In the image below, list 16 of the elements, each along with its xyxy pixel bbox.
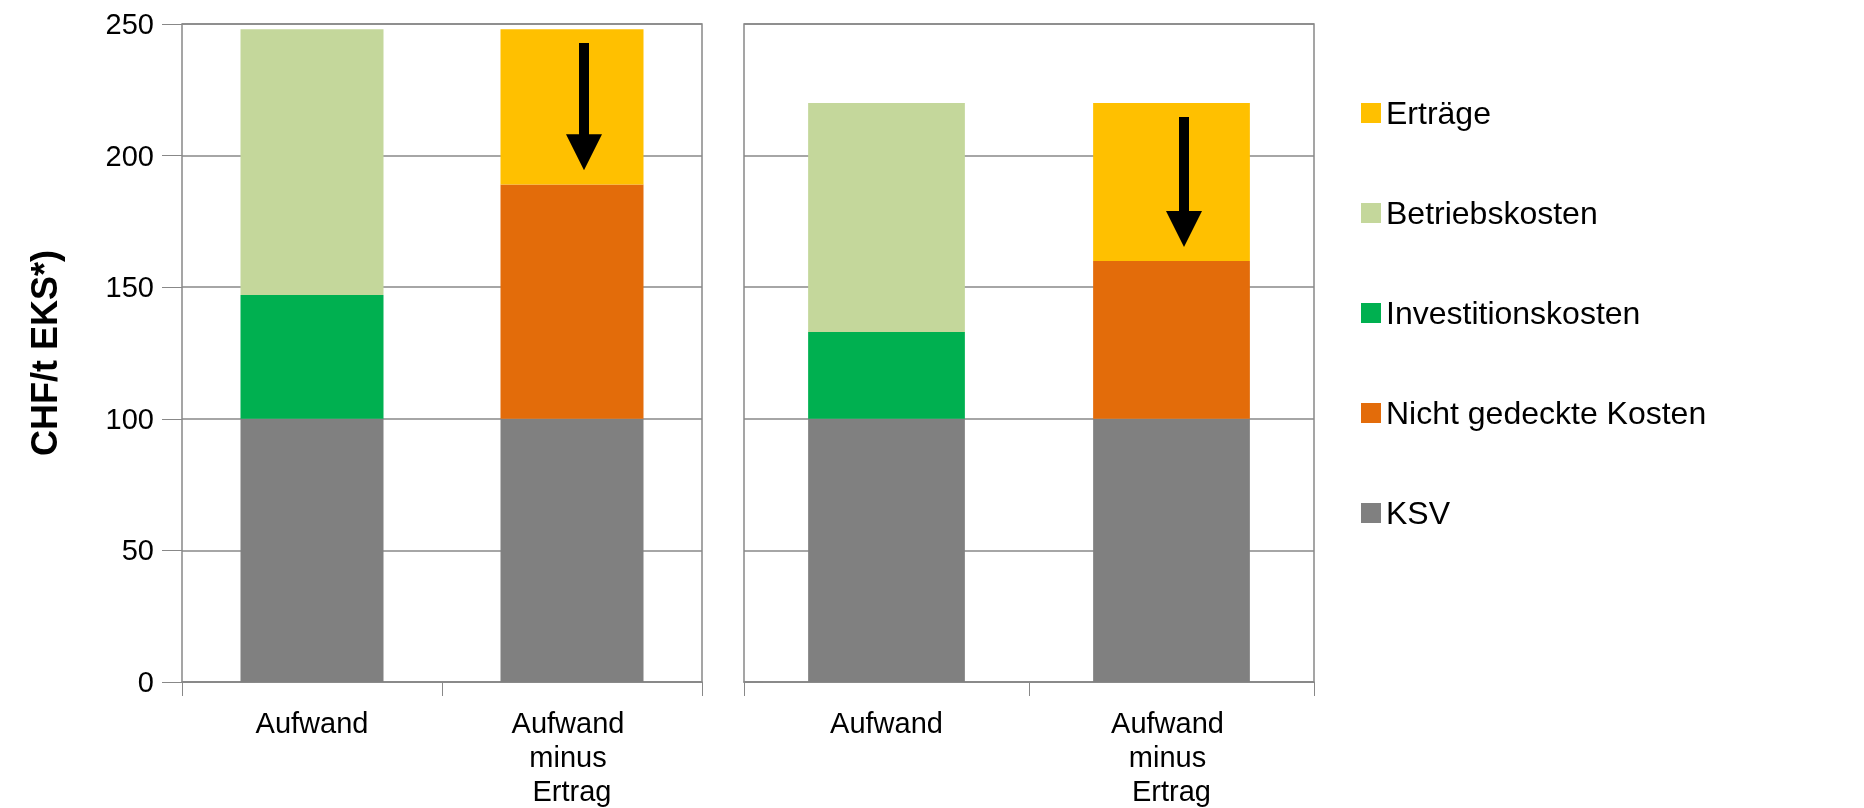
y-tick-label: 100 [105,402,154,435]
y-tick-label: 200 [105,139,154,172]
legend-label: Investitionskosten [1386,295,1641,331]
legend-label: Nicht gedeckte Kosten [1386,395,1707,431]
legend-label: Betriebskosten [1386,195,1598,231]
x-tick-label: Aufwand minus Ertrag [1111,707,1232,807]
y-tick-label: 150 [105,271,154,304]
y-tick-label: 250 [105,8,154,40]
x-tick-label: Aufwand minus Ertrag [511,707,633,807]
y-axis-title: CHF/t EKS*) [23,250,65,456]
legend-label: KSV [1386,495,1451,531]
x-tick-label: Aufwand [255,707,369,739]
legend-label: Erträge [1386,95,1491,131]
x-tick-label: Aufwand [830,707,943,739]
y-tick-label: 0 [137,666,154,698]
y-tick-label: 50 [121,534,154,567]
